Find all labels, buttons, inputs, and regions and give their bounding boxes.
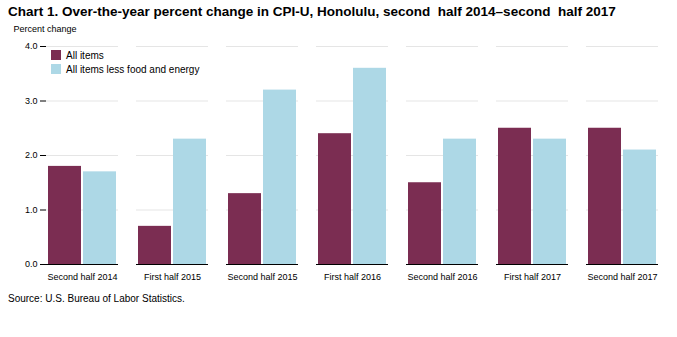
svg-text:0.0: 0.0 — [25, 259, 38, 269]
svg-text:Second half 2015: Second half 2015 — [227, 272, 297, 282]
svg-text:Percent change: Percent change — [14, 24, 77, 34]
svg-text:4.0: 4.0 — [25, 41, 38, 51]
html-text:Source: U.S. Bureau of Labor S: Source: U.S. Bureau of Labor Statistics. — [8, 293, 185, 304]
html-text:All items: All items — [66, 50, 104, 61]
svg-text:First half 2015: First half 2015 — [144, 272, 201, 282]
svg-text:3.0: 3.0 — [25, 96, 38, 106]
svg-text:First half 2017: First half 2017 — [504, 272, 561, 282]
svg-text:2.0: 2.0 — [25, 150, 38, 160]
svg-text:Second half 2014: Second half 2014 — [47, 272, 117, 282]
html-text:Chart 1. Over-the-year percent: Chart 1. Over-the-year percent change in… — [8, 4, 616, 19]
svg-text:Second half 2017: Second half 2017 — [587, 272, 657, 282]
svg-text:1.0: 1.0 — [25, 205, 38, 215]
html-text:All items less food and energy: All items less food and energy — [66, 64, 200, 75]
svg-text:First half 2016: First half 2016 — [324, 272, 381, 282]
svg-text:Second half 2016: Second half 2016 — [407, 272, 477, 282]
